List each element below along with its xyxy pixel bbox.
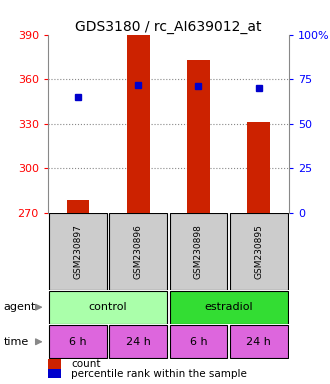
Bar <box>67 200 89 213</box>
Bar <box>109 325 167 358</box>
Bar <box>170 213 227 290</box>
Text: 6 h: 6 h <box>69 337 87 347</box>
Bar <box>49 325 107 358</box>
Bar <box>109 213 167 290</box>
Text: estradiol: estradiol <box>204 302 253 312</box>
Bar <box>49 291 167 324</box>
Bar <box>230 213 287 290</box>
Text: GSM230896: GSM230896 <box>134 224 143 279</box>
Bar <box>170 325 227 358</box>
Bar <box>49 213 107 290</box>
Text: count: count <box>71 359 100 369</box>
Bar <box>127 35 149 213</box>
Bar <box>170 291 287 324</box>
Text: GSM230898: GSM230898 <box>194 224 203 279</box>
Text: GSM230895: GSM230895 <box>254 224 263 279</box>
Title: GDS3180 / rc_AI639012_at: GDS3180 / rc_AI639012_at <box>75 20 262 33</box>
Text: percentile rank within the sample: percentile rank within the sample <box>71 369 247 379</box>
Text: 6 h: 6 h <box>190 337 207 347</box>
Text: 24 h: 24 h <box>246 337 271 347</box>
Text: control: control <box>89 302 127 312</box>
Bar <box>247 122 270 213</box>
Text: GSM230897: GSM230897 <box>74 224 82 279</box>
Bar <box>230 325 287 358</box>
Bar <box>187 60 210 213</box>
Text: 24 h: 24 h <box>126 337 150 347</box>
Text: time: time <box>3 337 29 347</box>
Text: agent: agent <box>3 302 36 312</box>
